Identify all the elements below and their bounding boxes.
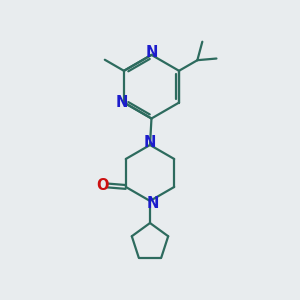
Text: O: O (96, 178, 109, 193)
Text: N: N (116, 95, 128, 110)
Text: N: N (146, 196, 158, 211)
Text: N: N (144, 134, 156, 149)
Text: N: N (145, 45, 158, 60)
